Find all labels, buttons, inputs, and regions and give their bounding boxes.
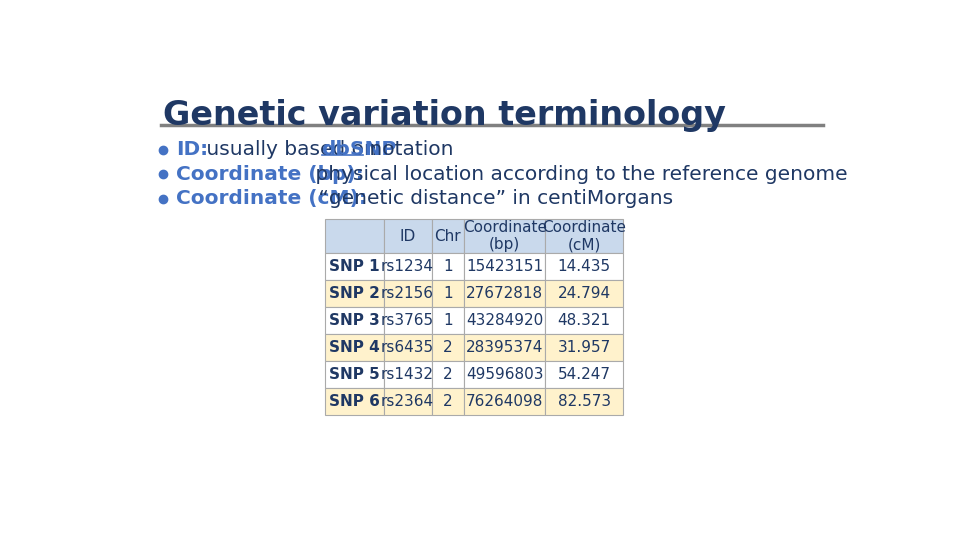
Text: notation: notation [363, 140, 454, 159]
FancyBboxPatch shape [383, 253, 432, 280]
Text: 31.957: 31.957 [558, 340, 611, 355]
FancyBboxPatch shape [464, 219, 545, 253]
FancyBboxPatch shape [325, 361, 383, 388]
Text: ID:: ID: [176, 140, 208, 159]
FancyBboxPatch shape [383, 307, 432, 334]
Text: 2: 2 [443, 340, 452, 355]
Text: rs2364: rs2364 [381, 394, 434, 409]
Text: physical location according to the reference genome: physical location according to the refer… [309, 165, 848, 184]
Text: 24.794: 24.794 [558, 286, 611, 301]
Text: 2: 2 [443, 394, 452, 409]
Text: usually based on: usually based on [200, 140, 383, 159]
FancyBboxPatch shape [432, 219, 464, 253]
FancyBboxPatch shape [325, 253, 383, 280]
FancyBboxPatch shape [383, 334, 432, 361]
Text: Coordinate
(bp): Coordinate (bp) [463, 220, 547, 252]
Text: Chr: Chr [435, 228, 461, 244]
FancyBboxPatch shape [464, 361, 545, 388]
Text: “genetic distance” in centiMorgans: “genetic distance” in centiMorgans [312, 190, 673, 208]
FancyBboxPatch shape [545, 253, 623, 280]
Text: 54.247: 54.247 [558, 367, 611, 382]
Text: SNP 2: SNP 2 [329, 286, 380, 301]
Text: Coordinate (cM):: Coordinate (cM): [176, 190, 367, 208]
FancyBboxPatch shape [545, 280, 623, 307]
Text: 82.573: 82.573 [558, 394, 611, 409]
Text: SNP 1: SNP 1 [329, 259, 380, 274]
FancyBboxPatch shape [464, 280, 545, 307]
FancyBboxPatch shape [383, 219, 432, 253]
Text: 76264098: 76264098 [467, 394, 543, 409]
FancyBboxPatch shape [432, 334, 464, 361]
Text: dbSNP: dbSNP [322, 140, 396, 159]
FancyBboxPatch shape [325, 280, 383, 307]
Text: rs1432: rs1432 [381, 367, 434, 382]
FancyBboxPatch shape [325, 334, 383, 361]
FancyBboxPatch shape [545, 361, 623, 388]
FancyBboxPatch shape [383, 361, 432, 388]
FancyBboxPatch shape [383, 388, 432, 415]
FancyBboxPatch shape [432, 388, 464, 415]
Text: ID: ID [399, 228, 416, 244]
Text: 48.321: 48.321 [558, 313, 611, 328]
Text: 15423151: 15423151 [467, 259, 543, 274]
Text: rs2156: rs2156 [381, 286, 434, 301]
Text: rs6435: rs6435 [381, 340, 434, 355]
Text: 2: 2 [443, 367, 452, 382]
FancyBboxPatch shape [432, 253, 464, 280]
Text: Coordinate (bp):: Coordinate (bp): [176, 165, 364, 184]
Text: SNP 5: SNP 5 [329, 367, 380, 382]
Text: 1: 1 [443, 286, 452, 301]
FancyBboxPatch shape [432, 280, 464, 307]
FancyBboxPatch shape [325, 307, 383, 334]
FancyBboxPatch shape [545, 388, 623, 415]
Text: 49596803: 49596803 [466, 367, 543, 382]
FancyBboxPatch shape [432, 307, 464, 334]
FancyBboxPatch shape [464, 334, 545, 361]
Text: 1: 1 [443, 259, 452, 274]
FancyBboxPatch shape [545, 307, 623, 334]
Text: SNP 6: SNP 6 [329, 394, 380, 409]
FancyBboxPatch shape [325, 219, 383, 253]
Text: 43284920: 43284920 [467, 313, 543, 328]
Text: 14.435: 14.435 [558, 259, 611, 274]
FancyBboxPatch shape [383, 280, 432, 307]
Text: rs3765: rs3765 [381, 313, 434, 328]
Text: Coordinate
(cM): Coordinate (cM) [542, 220, 626, 252]
Text: 27672818: 27672818 [467, 286, 543, 301]
Text: SNP 3: SNP 3 [329, 313, 380, 328]
FancyBboxPatch shape [545, 219, 623, 253]
FancyBboxPatch shape [432, 361, 464, 388]
FancyBboxPatch shape [464, 388, 545, 415]
Text: Genetic variation terminology: Genetic variation terminology [162, 99, 726, 132]
FancyBboxPatch shape [464, 307, 545, 334]
Text: 28395374: 28395374 [467, 340, 543, 355]
Text: SNP 4: SNP 4 [329, 340, 380, 355]
FancyBboxPatch shape [545, 334, 623, 361]
FancyBboxPatch shape [325, 388, 383, 415]
Text: 1: 1 [443, 313, 452, 328]
Text: rs1234: rs1234 [381, 259, 434, 274]
FancyBboxPatch shape [464, 253, 545, 280]
